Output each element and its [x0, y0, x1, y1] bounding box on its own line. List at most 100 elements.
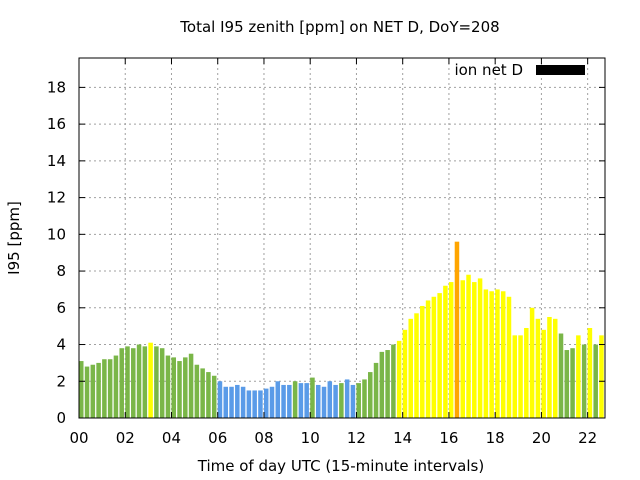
x-tick-label: 00 — [69, 429, 88, 447]
bar — [564, 350, 570, 418]
bar — [599, 335, 604, 418]
bar — [304, 383, 309, 418]
bar — [125, 346, 130, 418]
y-tick-label: 12 — [47, 189, 66, 207]
y-tick-label: 18 — [47, 78, 66, 96]
bar — [315, 384, 321, 418]
bar — [136, 344, 142, 418]
bar — [414, 313, 419, 418]
x-tick-label: 18 — [486, 429, 505, 447]
bar — [211, 375, 217, 418]
bar — [541, 329, 546, 418]
chart-title: Total I95 zenith [ppm] on NET D, DoY=208 — [179, 18, 499, 36]
x-tick-label: 14 — [393, 429, 412, 447]
bar — [460, 280, 466, 418]
bar — [581, 344, 587, 418]
legend: ion net D — [454, 61, 585, 79]
bar — [483, 289, 489, 418]
x-tick-label: 04 — [162, 429, 181, 447]
bar — [281, 384, 286, 418]
bar — [593, 344, 598, 418]
y-tick-label: 0 — [56, 409, 66, 427]
bar — [339, 383, 344, 418]
bar — [246, 390, 252, 418]
bar — [350, 384, 356, 418]
y-tick-label: 4 — [56, 336, 66, 354]
bar — [402, 329, 408, 418]
bars — [79, 241, 604, 418]
bar — [177, 361, 182, 418]
bar — [495, 289, 500, 418]
bar — [258, 390, 263, 418]
bar — [148, 342, 153, 418]
x-tick-labels: 00 02 04 06 08 10 12 14 16 18 20 22 — [69, 429, 597, 447]
bar — [310, 377, 315, 418]
bar — [379, 351, 385, 418]
bar — [79, 361, 84, 418]
x-tick-label: 02 — [116, 429, 135, 447]
bar — [113, 355, 119, 418]
x-axis-label: Time of day UTC (15-minute intervals) — [197, 457, 484, 475]
bar — [535, 318, 541, 418]
bar — [547, 316, 552, 418]
bar — [472, 282, 477, 418]
x-tick-label: 12 — [347, 429, 366, 447]
bar — [90, 364, 96, 418]
bar — [512, 335, 518, 418]
bar — [171, 357, 176, 418]
bar — [142, 346, 148, 418]
bar — [275, 381, 281, 418]
bar — [263, 388, 269, 418]
x-tick-label: 06 — [208, 429, 227, 447]
bar — [206, 372, 211, 418]
x-tick-label: 22 — [578, 429, 597, 447]
bar — [518, 335, 523, 418]
bar — [443, 285, 448, 418]
bar — [373, 362, 379, 418]
bar — [570, 348, 575, 418]
bar — [188, 353, 194, 418]
bar — [396, 340, 402, 418]
plot-border — [78, 57, 606, 419]
bar — [448, 282, 454, 418]
y-tick-label: 16 — [47, 115, 66, 133]
y-tick-label: 14 — [47, 152, 66, 170]
bar — [425, 300, 431, 418]
bar — [327, 381, 333, 418]
bar — [119, 348, 124, 418]
bar — [385, 350, 390, 418]
bar — [552, 318, 558, 418]
bar — [229, 386, 234, 418]
bar — [506, 296, 512, 418]
bar — [333, 384, 338, 418]
bar — [420, 305, 425, 418]
bar — [408, 318, 413, 418]
bar — [368, 372, 373, 418]
bar — [200, 368, 205, 418]
bar — [529, 307, 535, 418]
axes — [78, 57, 606, 419]
x-tick-label: 20 — [532, 429, 551, 447]
y-tick-label: 6 — [56, 299, 66, 317]
bar — [500, 291, 506, 418]
bar — [217, 381, 223, 418]
bar — [298, 383, 304, 418]
legend-swatch — [536, 65, 585, 75]
x-tick-label: 16 — [439, 429, 458, 447]
bar — [489, 291, 494, 418]
bar — [391, 344, 396, 418]
bar — [321, 386, 327, 418]
bar — [356, 383, 361, 418]
y-tick-label: 2 — [56, 372, 66, 390]
y-tick-labels: 0 2 4 6 8 10 12 14 16 18 — [47, 78, 66, 427]
y-tick-label: 8 — [56, 262, 66, 280]
bar — [362, 379, 367, 418]
bar — [292, 381, 298, 418]
bar — [437, 293, 442, 418]
bar — [344, 379, 350, 418]
bar — [576, 335, 581, 418]
bar — [235, 384, 240, 418]
bar — [223, 386, 229, 418]
bar — [287, 384, 292, 418]
